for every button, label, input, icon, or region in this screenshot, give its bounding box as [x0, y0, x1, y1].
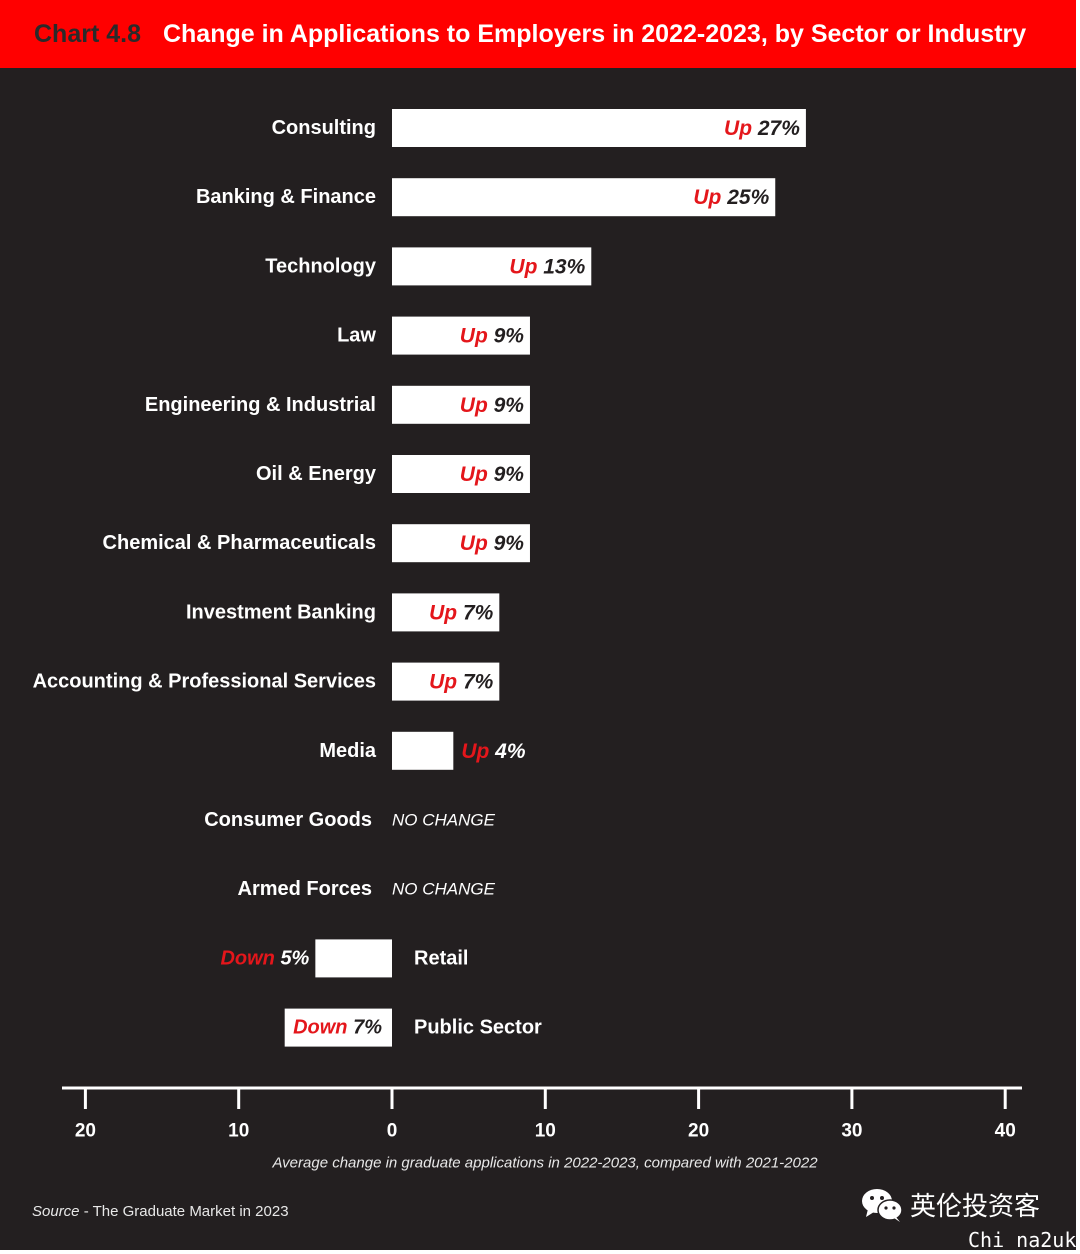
data-label: Up 7% [429, 601, 494, 624]
data-label: NO CHANGE [392, 811, 496, 830]
x-tick-label: 0 [387, 1121, 398, 1142]
data-label: Down 5% [220, 947, 309, 969]
data-label: Up 7% [429, 670, 494, 693]
value-label: 7% [353, 1017, 382, 1039]
bar [392, 731, 454, 770]
x-tick-label: 20 [688, 1121, 709, 1142]
bar [392, 178, 776, 217]
category-label: Oil & Energy [256, 463, 377, 485]
direction-label: Up [693, 186, 727, 209]
category-label: Retail [414, 947, 468, 969]
bar [392, 455, 530, 493]
x-tick-label: 30 [841, 1121, 862, 1142]
category-label: Chemical & Pharmaceuticals [103, 532, 376, 554]
data-label: Up 25% [693, 186, 769, 209]
source-text: - The Graduate Market in 2023 [79, 1203, 289, 1220]
category-label: Law [337, 325, 376, 347]
bar [392, 524, 530, 563]
bar [315, 939, 392, 978]
bar [392, 593, 500, 632]
value-label: 9% [494, 532, 525, 555]
direction-label: Up [509, 255, 543, 278]
x-tick-label: 40 [995, 1121, 1016, 1142]
watermark-footer: Chi na2uk [968, 1228, 1077, 1252]
bar [392, 385, 530, 424]
direction-label: Up [429, 670, 463, 693]
chart-title: Change in Applications to Employers in 2… [162, 19, 1027, 48]
data-label: Up 9% [460, 532, 525, 555]
category-label: Armed Forces [238, 878, 373, 900]
x-tick-label: 10 [535, 1121, 556, 1142]
chart-number: Chart 4.8 [34, 19, 141, 48]
direction-label: Up [460, 393, 494, 416]
x-axis-label: Average change in graduate applications … [271, 1155, 818, 1172]
direction-label: Down [293, 1017, 353, 1039]
direction-label: Down [220, 947, 280, 969]
value-label: 7% [463, 601, 494, 624]
category-label: Accounting & Professional Services [33, 671, 376, 693]
value-label: 9% [494, 393, 525, 416]
watermark-text: 英伦投资客 [910, 1192, 1041, 1222]
x-tick-label: 10 [228, 1121, 249, 1142]
x-tick-label: 20 [75, 1121, 96, 1142]
data-label: NO CHANGE [392, 880, 496, 899]
value-label: 5% [280, 947, 309, 969]
data-label: Up 4% [461, 739, 526, 762]
data-label: Up 9% [460, 324, 525, 347]
category-label: Technology [265, 255, 377, 277]
data-label: Up 9% [460, 463, 525, 486]
direction-label: Up [460, 463, 494, 486]
category-label: Investment Banking [186, 601, 376, 623]
bar [284, 1008, 392, 1047]
wechat-icon [862, 1188, 903, 1222]
category-label: Engineering & Industrial [145, 394, 376, 416]
data-label: Up 27% [724, 117, 800, 140]
value-label: 13% [543, 255, 585, 278]
bar [392, 109, 806, 147]
watermark: 英伦投资客 [860, 1186, 1040, 1223]
bar [392, 316, 530, 355]
category-label: Consulting [272, 117, 376, 139]
bar [392, 247, 592, 286]
direction-label: Up [724, 117, 758, 140]
value-label: 4% [494, 739, 526, 762]
data-label: Down 7% [293, 1017, 382, 1039]
data-label: Up 13% [509, 255, 585, 278]
category-label: Banking & Finance [196, 186, 376, 208]
chart-header: Chart 4.8 Change in Applications to Empl… [0, 0, 1076, 68]
category-label: Media [319, 740, 377, 762]
bar-chart: Consulting Up 27% Banking & Finance Up 25% T… [33, 109, 1022, 1172]
direction-label: Up [461, 739, 495, 762]
direction-label: Up [460, 532, 494, 555]
direction-label: Up [460, 324, 494, 347]
data-label: Up 9% [460, 393, 525, 416]
category-label: Public Sector [414, 1017, 542, 1039]
source-label: Source [32, 1203, 80, 1220]
value-label: 27% [757, 117, 800, 140]
bar [392, 662, 500, 701]
source-note: Source - The Graduate Market in 2023 [32, 1203, 289, 1220]
direction-label: Up [429, 601, 463, 624]
value-label: 7% [463, 670, 494, 693]
value-label: 25% [726, 186, 769, 209]
value-label: 9% [494, 324, 525, 347]
category-label: Consumer Goods [204, 809, 372, 831]
value-label: 9% [494, 463, 525, 486]
